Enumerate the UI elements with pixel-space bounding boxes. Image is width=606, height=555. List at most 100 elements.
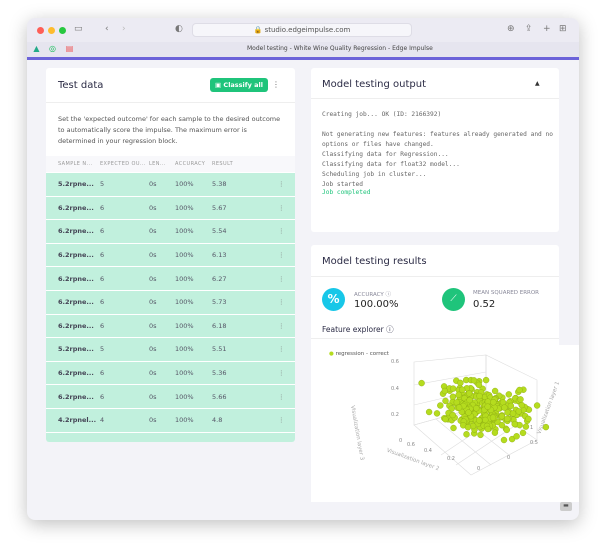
- scatter-point[interactable]: [442, 397, 449, 405]
- active-tab[interactable]: Model testing - White Wine Quality Regre…: [247, 45, 433, 52]
- scatter-point[interactable]: [449, 385, 457, 392]
- scatter-point[interactable]: [519, 429, 527, 437]
- sidebar-icon[interactable]: ▭: [74, 24, 83, 34]
- row-more-icon[interactable]: ⋮: [278, 392, 285, 401]
- scatter-point[interactable]: [455, 404, 463, 411]
- scatter-point[interactable]: [450, 424, 457, 432]
- scatter-point[interactable]: [516, 386, 523, 394]
- scatter-point[interactable]: [513, 433, 520, 440]
- bookmark-favicon[interactable]: ▤: [65, 44, 74, 53]
- scatter-point[interactable]: [542, 423, 550, 431]
- table-row[interactable]: [46, 432, 295, 442]
- scatter-point[interactable]: [476, 392, 483, 400]
- scatter-point[interactable]: [441, 387, 449, 395]
- row-more-icon[interactable]: ⋮: [278, 274, 285, 283]
- scatter-point[interactable]: [466, 396, 473, 404]
- scatter-point[interactable]: [501, 404, 508, 411]
- scatter-point[interactable]: [457, 379, 464, 387]
- scatter-point[interactable]: [449, 393, 457, 400]
- scatter-point[interactable]: [503, 426, 511, 434]
- scatter-point[interactable]: [504, 415, 511, 423]
- scatter-point[interactable]: [477, 431, 484, 439]
- scatter-point[interactable]: [498, 413, 506, 420]
- col-expected[interactable]: EXPECTED OU...: [100, 161, 146, 167]
- scatter-point[interactable]: [470, 377, 478, 384]
- scatter-point[interactable]: [484, 425, 492, 433]
- row-more-icon[interactable]: ⋮: [278, 345, 285, 354]
- table-row[interactable]: 5.2rpne... 5 0s 100% 5.38 ⋮: [46, 173, 295, 196]
- scatter-point[interactable]: [484, 403, 491, 410]
- table-row[interactable]: 5.2rpne... 5 0s 100% 5.51 ⋮: [46, 338, 295, 361]
- table-row[interactable]: 6.2rpne... 6 0s 100% 5.54 ⋮: [46, 220, 295, 243]
- table-row[interactable]: 6.2rpne... 6 0s 100% 6.13 ⋮: [46, 243, 295, 267]
- scatter-3d[interactable]: [311, 345, 579, 502]
- table-row[interactable]: 6.2rpne... 6 0s 100% 5.67 ⋮: [46, 196, 295, 220]
- scatter-point[interactable]: [475, 381, 483, 389]
- col-sample-name[interactable]: SAMPLE N...: [58, 161, 93, 167]
- scatter-point[interactable]: [458, 386, 466, 393]
- scatter-point[interactable]: [473, 405, 480, 412]
- scatter-point[interactable]: [418, 379, 425, 387]
- new-tab-icon[interactable]: +: [543, 24, 551, 34]
- drive-favicon[interactable]: ▲: [33, 44, 40, 53]
- scatter-point[interactable]: [448, 405, 455, 412]
- scatter-point[interactable]: [463, 431, 470, 438]
- table-row[interactable]: 6.2rpne... 6 0s 100% 6.27 ⋮: [46, 267, 295, 290]
- help-icon[interactable]: ⓘ: [386, 325, 394, 334]
- scatter-point[interactable]: [522, 423, 530, 430]
- table-row[interactable]: 6.2rpne... 6 0s 100% 5.36 ⋮: [46, 361, 295, 385]
- minimize-window-button[interactable]: [48, 27, 55, 34]
- close-window-button[interactable]: [37, 27, 44, 34]
- address-bar[interactable]: 🔒 studio.edgeimpulse.com: [192, 23, 412, 37]
- table-row[interactable]: 6.2rpne... 6 0s 100% 5.66 ⋮: [46, 385, 295, 408]
- shield-icon[interactable]: ◐: [175, 24, 183, 34]
- scatter-point[interactable]: [505, 391, 513, 398]
- scatter-point[interactable]: [464, 423, 472, 431]
- scatter-point[interactable]: [475, 417, 483, 424]
- scatter-point[interactable]: [533, 402, 541, 409]
- maximize-window-button[interactable]: [59, 27, 66, 34]
- table-row[interactable]: 6.2rpne... 6 0s 100% 5.73 ⋮: [46, 291, 295, 314]
- row-more-icon[interactable]: ⋮: [278, 369, 285, 378]
- help-icon[interactable]: ⓘ: [385, 292, 392, 298]
- chatgpt-favicon[interactable]: ◎: [49, 44, 56, 53]
- scatter-point[interactable]: [455, 391, 462, 398]
- download-icon[interactable]: ⊕: [507, 24, 515, 34]
- row-more-icon[interactable]: ⋮: [278, 180, 285, 189]
- scatter-point[interactable]: [465, 409, 472, 416]
- tab-overview-icon[interactable]: ⊞: [559, 24, 567, 34]
- col-accuracy[interactable]: ACCURACY: [175, 161, 206, 167]
- back-icon[interactable]: ‹: [105, 24, 109, 34]
- table-row[interactable]: 6.2rpne... 6 0s 100% 6.18 ⋮: [46, 314, 295, 338]
- chat-icon[interactable]: ▬: [560, 502, 572, 511]
- row-more-icon[interactable]: ⋮: [278, 227, 285, 236]
- collapse-icon[interactable]: ▲: [535, 80, 540, 87]
- scatter-point[interactable]: [482, 416, 489, 424]
- scatter-point[interactable]: [449, 411, 456, 419]
- scatter-point[interactable]: [498, 421, 506, 429]
- scatter-point[interactable]: [491, 429, 499, 436]
- col-result[interactable]: RESULT: [212, 161, 234, 167]
- scatter-point[interactable]: [511, 420, 518, 428]
- table-row[interactable]: 4.2rpnel... 4 0s 100% 4.8 ⋮: [46, 409, 295, 432]
- forward-icon[interactable]: ›: [122, 24, 126, 34]
- scatter-point[interactable]: [490, 399, 497, 406]
- scatter-point[interactable]: [507, 402, 515, 410]
- scatter-point[interactable]: [489, 414, 497, 421]
- plot-legend[interactable]: ● regression - correct: [329, 351, 389, 357]
- scatter-point[interactable]: [482, 376, 490, 384]
- row-more-icon[interactable]: ⋮: [278, 203, 285, 212]
- scatter-point[interactable]: [465, 390, 473, 397]
- row-more-icon[interactable]: ⋮: [278, 321, 285, 330]
- scatter-point[interactable]: [525, 415, 532, 423]
- more-icon[interactable]: ⋮: [272, 80, 280, 89]
- feature-explorer-plot[interactable]: ● regression - correct Visualization lay…: [311, 345, 579, 502]
- scatter-point[interactable]: [500, 436, 508, 444]
- scatter-point[interactable]: [518, 401, 525, 409]
- scatter-point[interactable]: [517, 396, 524, 403]
- scatter-point[interactable]: [433, 410, 441, 417]
- scatter-point[interactable]: [437, 402, 444, 409]
- scatter-point[interactable]: [442, 415, 449, 423]
- row-more-icon[interactable]: ⋮: [278, 416, 285, 425]
- row-more-icon[interactable]: ⋮: [278, 251, 285, 260]
